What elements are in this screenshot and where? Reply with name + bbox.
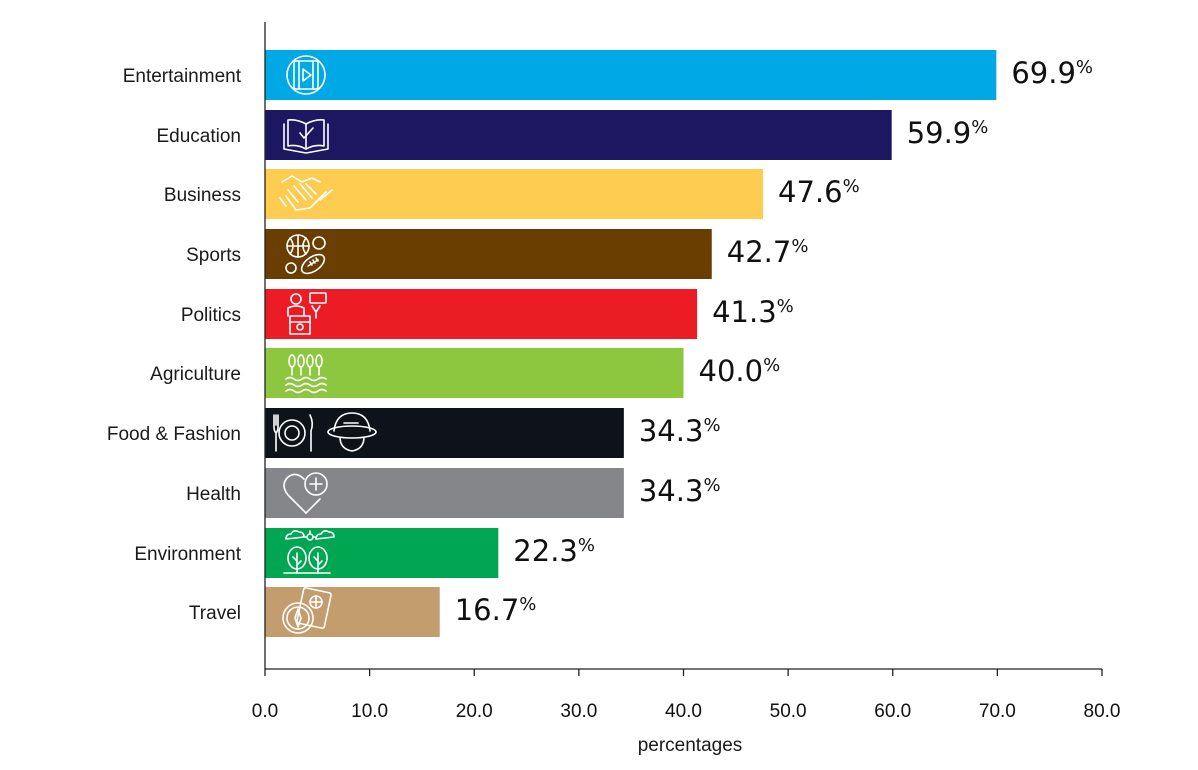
value-labels: 69.9% 59.9% 47.6% 42.7% 41.3% 40.0% 34.3% 34.3%… — [455, 56, 1093, 627]
percent-sign: % — [777, 296, 794, 317]
book-check-icon — [283, 119, 329, 154]
bar-8 — [265, 468, 624, 518]
x-tick-label: 10.0 — [351, 701, 388, 722]
x-tick-label: 40.0 — [665, 701, 702, 722]
percent-sign: % — [763, 355, 780, 376]
bar-4 — [265, 229, 712, 279]
bar-5 — [265, 289, 698, 339]
percent-sign: % — [578, 535, 595, 556]
category-label: Education — [156, 126, 241, 147]
heart-plus-icon — [283, 472, 328, 514]
percent-sign: % — [703, 415, 720, 436]
passport-compass-icon — [282, 587, 332, 634]
category-label: Entertainment — [123, 66, 242, 87]
category-labels: Entertainment Education Business Sports Poli… — [107, 66, 242, 624]
bar-7 — [265, 408, 624, 458]
bar-10 — [265, 587, 440, 637]
x-tick-label: 80.0 — [1084, 701, 1121, 722]
value-label: 47.6% — [778, 175, 860, 209]
sports-balls-icon — [285, 234, 326, 275]
value-label: 22.3% — [513, 534, 595, 568]
value-label: 40.0% — [699, 354, 781, 388]
category-label: Sports — [186, 245, 241, 266]
value-label: 34.3% — [639, 474, 721, 508]
percent-sign: % — [971, 117, 988, 138]
video-play-icon — [286, 55, 326, 95]
x-tick-label: 20.0 — [456, 701, 493, 722]
category-label: Business — [164, 185, 241, 206]
value-label: 34.3% — [639, 414, 721, 448]
trees-weather-icon — [283, 530, 335, 574]
percent-sign: % — [843, 176, 860, 197]
x-axis-title: percentages — [638, 735, 743, 756]
category-label: Agriculture — [150, 364, 241, 385]
handshake-icon — [279, 175, 333, 211]
bar-3 — [265, 169, 764, 219]
category-label: Environment — [134, 544, 241, 565]
value-label: 16.7% — [455, 593, 537, 627]
x-tick-label: 0.0 — [252, 701, 278, 722]
x-tick-label: 50.0 — [770, 701, 807, 722]
plate-cutlery-and-hat-icon — [273, 412, 377, 452]
x-tick-label: 30.0 — [560, 701, 597, 722]
x-axis-ticks: 0.0 10.0 20.0 30.0 40.0 50.0 60.0 70.0 80.0 — [252, 669, 1121, 722]
category-label: Travel — [189, 603, 241, 624]
category-label: Politics — [181, 305, 241, 326]
category-label: Food & Fashion — [107, 424, 241, 445]
percent-sign: % — [1076, 57, 1093, 78]
value-label: 42.7% — [727, 235, 809, 269]
podium-speaker-icon — [287, 292, 327, 335]
bar-6 — [265, 348, 684, 398]
value-label: 69.9% — [1011, 56, 1093, 90]
icons-layer — [273, 55, 377, 634]
category-label: Health — [186, 484, 241, 505]
value-label: 59.9% — [907, 116, 989, 150]
percent-sign: % — [791, 236, 808, 257]
bars-layer — [265, 50, 997, 637]
percent-sign: % — [703, 475, 720, 496]
x-tick-label: 60.0 — [874, 701, 911, 722]
crops-field-icon — [285, 354, 327, 394]
bar-9 — [265, 528, 499, 578]
value-label: 41.3% — [712, 295, 794, 329]
bar-2 — [265, 110, 892, 160]
bar-1 — [265, 50, 997, 100]
percent-sign: % — [519, 594, 536, 615]
x-tick-label: 70.0 — [979, 701, 1016, 722]
